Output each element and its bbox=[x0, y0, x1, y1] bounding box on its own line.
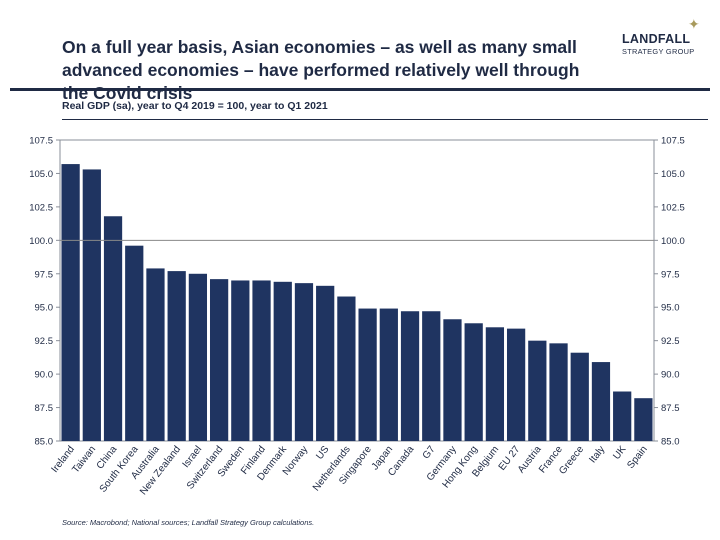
bar-netherlands bbox=[337, 296, 356, 441]
bar-australia bbox=[146, 268, 165, 441]
chart-subtitle: Real GDP (sa), year to Q4 2019 = 100, ye… bbox=[62, 100, 328, 112]
x-tick-label: Taiwan bbox=[70, 444, 98, 475]
source-note: Source: Macrobond; National sources; Lan… bbox=[62, 518, 315, 527]
bar-austria bbox=[528, 340, 547, 441]
bar-spain bbox=[634, 398, 653, 441]
bar-g7 bbox=[422, 311, 441, 441]
logo-subtitle: STRATEGY GROUP bbox=[622, 47, 695, 56]
title-divider bbox=[10, 88, 710, 91]
x-tick-label: G7 bbox=[421, 444, 438, 462]
logo-name: LANDFALL bbox=[622, 32, 691, 46]
y-tick-label-left: 85.0 bbox=[35, 437, 54, 448]
gdp-bar-chart: 85.0 85.0 87.5 87.5 90.0 90.0 92.5 92.5 95.0 95.0… bbox=[29, 136, 685, 498]
y-tick-label-right: 92.5 bbox=[661, 336, 680, 347]
subtitle-divider bbox=[62, 119, 708, 120]
bar-belgium bbox=[485, 327, 505, 441]
y-tick-label-left: 102.5 bbox=[29, 202, 53, 213]
x-tick-label: Spain bbox=[625, 444, 649, 471]
bar-italy bbox=[591, 362, 611, 441]
bar-finland bbox=[252, 280, 271, 441]
landfall-logo: ✦ LANDFALL STRATEGY GROUP bbox=[616, 17, 706, 57]
bar-norway bbox=[294, 283, 314, 441]
bar-china bbox=[103, 216, 123, 441]
star-icon: ✦ bbox=[688, 16, 700, 32]
bar-us bbox=[316, 285, 335, 441]
bar-germany bbox=[443, 319, 462, 441]
bar-canada bbox=[400, 311, 420, 441]
y-tick-label-left: 87.5 bbox=[35, 403, 54, 414]
y-tick-label-left: 107.5 bbox=[29, 136, 53, 147]
chart-title: On a full year basis, Asian economies – … bbox=[62, 37, 580, 103]
y-tick-label-right: 105.0 bbox=[661, 169, 685, 180]
bar-greece bbox=[570, 352, 589, 441]
bar-israel bbox=[188, 273, 208, 441]
y-tick-label-right: 100.0 bbox=[661, 236, 685, 247]
bar-sweden bbox=[231, 280, 250, 441]
y-tick-label-right: 97.5 bbox=[661, 269, 680, 280]
y-tick-label-right: 95.0 bbox=[661, 303, 680, 314]
bar-switzerland bbox=[209, 279, 229, 441]
y-tick-label-right: 90.0 bbox=[661, 370, 680, 381]
bar-singapore bbox=[358, 308, 377, 441]
x-tick-label: UK bbox=[611, 444, 628, 462]
y-tick-label-left: 95.0 bbox=[35, 303, 54, 314]
bar-ireland bbox=[61, 164, 80, 441]
y-tick-label-left: 100.0 bbox=[29, 236, 53, 247]
y-tick-label-right: 85.0 bbox=[661, 437, 680, 448]
x-tick-label: Italy bbox=[587, 444, 607, 465]
bar-taiwan bbox=[82, 169, 101, 442]
y-tick-label-left: 97.5 bbox=[35, 269, 54, 280]
plot-frame bbox=[59, 139, 655, 442]
bar-hong-kong bbox=[464, 323, 483, 441]
y-tick-label-right: 102.5 bbox=[661, 202, 685, 213]
bar-uk bbox=[613, 391, 632, 441]
x-tick-label: US bbox=[314, 444, 331, 462]
y-tick-label-right: 87.5 bbox=[661, 403, 680, 414]
bar-france bbox=[549, 343, 568, 441]
y-tick-label-left: 90.0 bbox=[35, 370, 54, 381]
y-tick-label-left: 105.0 bbox=[29, 169, 53, 180]
y-tick-label-right: 107.5 bbox=[661, 136, 685, 147]
bar-south-korea bbox=[125, 245, 144, 441]
bar-eu-27 bbox=[506, 328, 526, 441]
bar-japan bbox=[379, 308, 398, 441]
bar-denmark bbox=[273, 281, 292, 441]
bar-new-zealand bbox=[167, 271, 186, 441]
y-tick-label-left: 92.5 bbox=[35, 336, 54, 347]
